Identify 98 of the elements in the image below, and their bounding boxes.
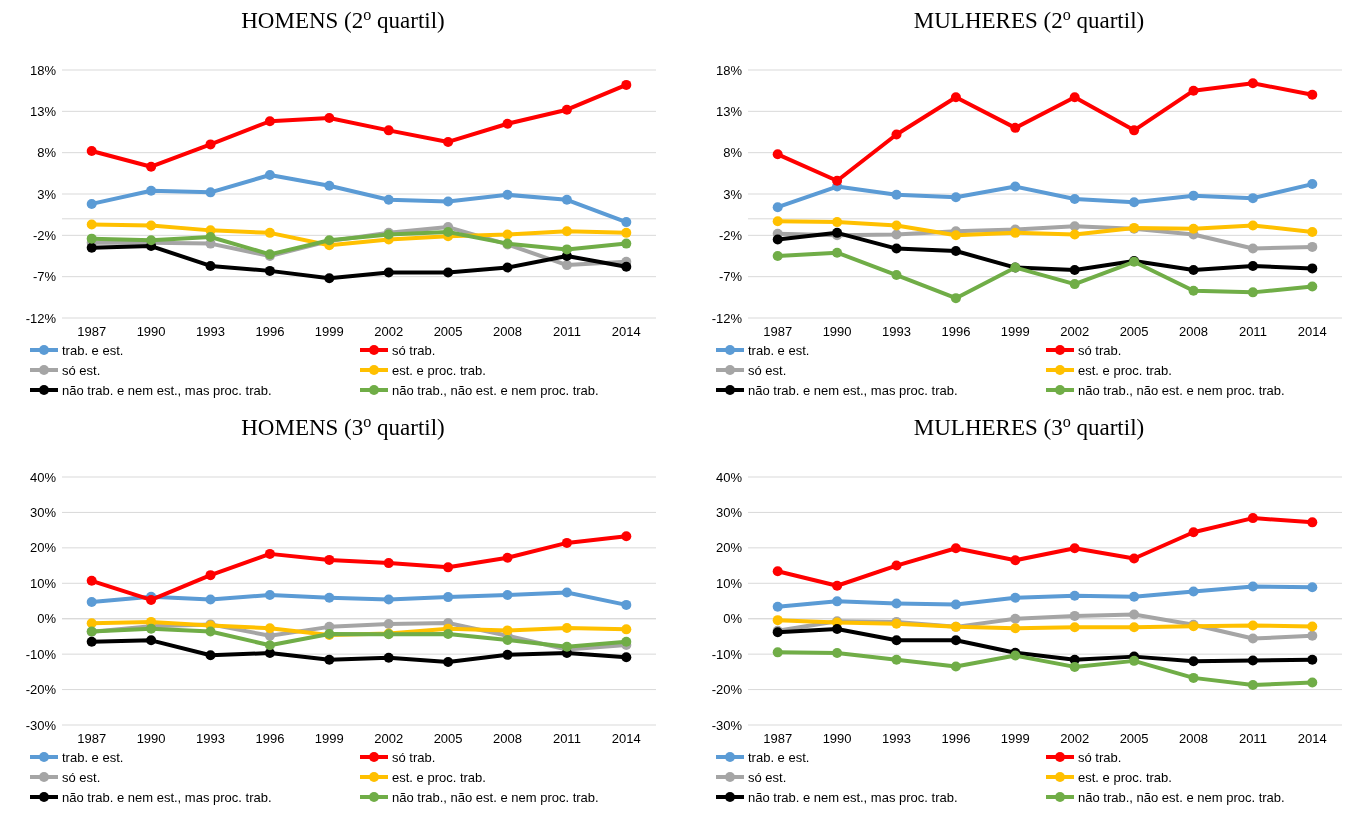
y-tick-label: -12%: [25, 310, 57, 326]
x-tick-label: 2002: [374, 324, 404, 339]
x-tick-label: 1996: [941, 731, 971, 746]
x-tick-label: 2005: [433, 324, 463, 339]
x-tick-label: 2011: [1238, 731, 1267, 746]
y-tick-label: -2%: [32, 227, 57, 243]
x-tick-label: 2011: [552, 324, 581, 339]
y-tick-label: -10%: [25, 646, 57, 662]
x-tick-label: 2002: [374, 731, 404, 746]
x-tick-label: 1993: [882, 324, 911, 339]
x-tick-label: 2011: [552, 731, 581, 746]
x-tick-label: 1990: [822, 731, 852, 746]
x-tick-label: 1990: [136, 731, 166, 746]
y-tick-label: -30%: [25, 717, 57, 733]
legend-label: trab. e est.: [748, 749, 810, 765]
y-tick-label: 0%: [37, 611, 57, 627]
x-tick-label: 2005: [433, 731, 463, 746]
x-tick-label: 2002: [1060, 731, 1090, 746]
legend-label: só est.: [748, 769, 787, 785]
x-tick-label: 2014: [1297, 731, 1327, 746]
x-tick-label: 2014: [611, 731, 641, 746]
x-tick-label: 2014: [611, 324, 641, 339]
x-tick-label: 1999: [314, 731, 344, 746]
legend-label: só trab.: [392, 749, 436, 765]
y-tick-label: 10%: [29, 575, 57, 591]
legend-label: trab. e est.: [62, 342, 124, 358]
x-tick-label: 1999: [1000, 324, 1030, 339]
x-tick-label: 1999: [314, 324, 344, 339]
x-tick-label: 2008: [493, 731, 522, 746]
x-tick-label: 1987: [77, 731, 107, 746]
y-tick-label: -2%: [718, 227, 743, 243]
legend-label: não trab., não est. e nem proc. trab.: [1078, 382, 1285, 398]
x-tick-label: 1996: [941, 324, 971, 339]
x-tick-label: 1987: [77, 324, 107, 339]
y-tick-label: -7%: [32, 269, 57, 285]
legend-label: est. e proc. trab.: [392, 362, 486, 378]
legend-label: só est.: [62, 769, 101, 785]
chart-title: MULHERES (2$^{o}$ quartil): [913, 5, 1145, 33]
y-tick-label: 13%: [715, 103, 743, 119]
y-tick-label: 3%: [723, 186, 743, 202]
legend-label: est. e proc. trab.: [1078, 362, 1172, 378]
legend-label: não trab. e nem est., mas proc. trab.: [748, 382, 958, 398]
y-tick-label: -20%: [711, 682, 743, 698]
y-tick-label: 18%: [29, 62, 57, 78]
legend-label: só est.: [62, 362, 101, 378]
legend-label: est. e proc. trab.: [1078, 769, 1172, 785]
x-tick-label: 1996: [255, 731, 285, 746]
legend-label: não trab., não est. e nem proc. trab.: [1078, 789, 1285, 805]
y-tick-label: -12%: [711, 310, 743, 326]
x-tick-label: 2008: [1179, 324, 1208, 339]
x-tick-label: 2011: [1238, 324, 1267, 339]
x-tick-label: 2005: [1119, 324, 1149, 339]
chart-title: MULHERES (3$^{o}$ quartil): [913, 412, 1145, 440]
y-tick-label: 18%: [715, 62, 743, 78]
legend-label: não trab. e nem est., mas proc. trab.: [748, 789, 958, 805]
x-tick-label: 2008: [493, 324, 522, 339]
x-tick-label: 1987: [763, 324, 793, 339]
x-tick-label: 1990: [136, 324, 166, 339]
legend-label: não trab. e nem est., mas proc. trab.: [62, 382, 272, 398]
legend-label: não trab. e nem est., mas proc. trab.: [62, 789, 272, 805]
y-tick-label: 20%: [715, 540, 743, 556]
y-tick-label: 0%: [723, 611, 743, 627]
y-tick-label: -10%: [711, 646, 743, 662]
y-tick-label: 13%: [29, 103, 57, 119]
legend-label: só trab.: [392, 342, 436, 358]
x-tick-label: 2008: [1179, 731, 1208, 746]
y-tick-label: 20%: [29, 540, 57, 556]
legend-label: só est.: [748, 362, 787, 378]
chart-title: HOMENS (3$^{o}$ quartil): [241, 412, 445, 440]
x-tick-label: 2005: [1119, 731, 1149, 746]
y-tick-label: 30%: [29, 504, 57, 520]
legend-label: trab. e est.: [62, 749, 124, 765]
y-tick-label: 10%: [715, 575, 743, 591]
y-tick-label: -30%: [711, 717, 743, 733]
x-tick-label: 1987: [763, 731, 793, 746]
y-tick-label: 30%: [715, 504, 743, 520]
y-tick-label: -20%: [25, 682, 57, 698]
legend-label: só trab.: [1078, 342, 1122, 358]
x-tick-label: 1993: [196, 731, 225, 746]
x-tick-label: 1993: [196, 324, 225, 339]
chart-title: HOMENS (2$^{o}$ quartil): [241, 5, 445, 33]
y-tick-label: 8%: [723, 145, 743, 161]
x-tick-label: 2002: [1060, 324, 1090, 339]
y-tick-label: 8%: [37, 145, 57, 161]
y-tick-label: 3%: [37, 186, 57, 202]
x-tick-label: 1999: [1000, 731, 1030, 746]
x-tick-label: 2014: [1297, 324, 1327, 339]
y-tick-label: -7%: [718, 269, 743, 285]
legend-label: não trab., não est. e nem proc. trab.: [392, 789, 599, 805]
legend-label: não trab., não est. e nem proc. trab.: [392, 382, 599, 398]
x-tick-label: 1993: [882, 731, 911, 746]
x-tick-label: 1996: [255, 324, 285, 339]
legend-label: trab. e est.: [748, 342, 810, 358]
x-tick-label: 1990: [822, 324, 852, 339]
y-tick-label: 40%: [29, 469, 57, 485]
y-tick-label: 40%: [715, 469, 743, 485]
legend-label: est. e proc. trab.: [392, 769, 486, 785]
legend-label: só trab.: [1078, 749, 1122, 765]
